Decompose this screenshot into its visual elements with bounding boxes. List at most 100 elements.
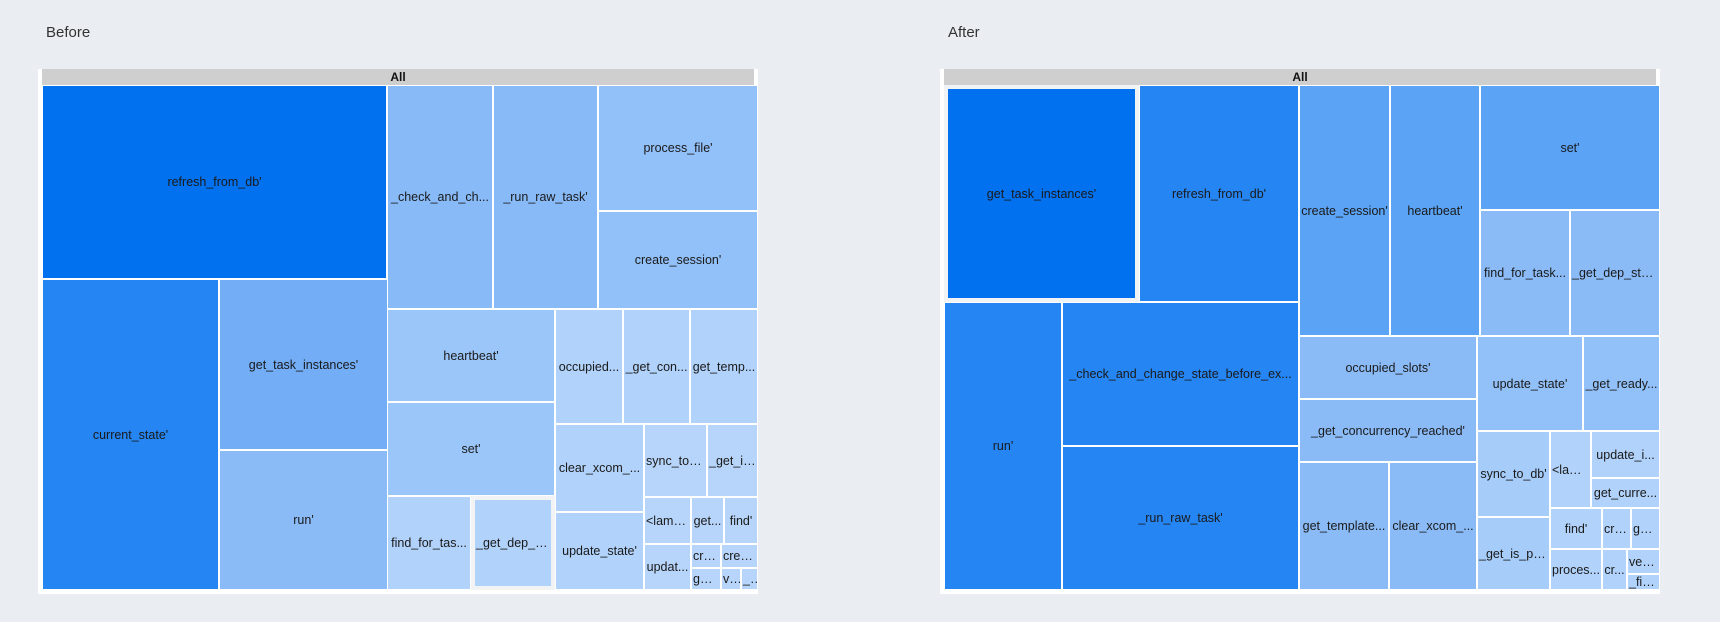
treemap-cell-sync-to-db[interactable]: sync_to_db' xyxy=(1477,431,1550,517)
treemap-cell-find-for-task[interactable]: find_for_task... xyxy=(1480,210,1570,336)
treemap-cell-update-state[interactable]: update_state' xyxy=(555,512,644,590)
treemap-cell-label: _get_ready... xyxy=(1585,376,1658,391)
treemap-cell-label: ve... xyxy=(723,572,740,586)
treemap-cell-label: veri... xyxy=(1629,554,1659,569)
treemap-cell-label: current_state' xyxy=(92,427,169,442)
treemap-cell-label: set' xyxy=(461,442,481,456)
treemap-cell-get-con[interactable]: _get_con... xyxy=(623,309,690,424)
after-treemap: All get_task_instances' refresh_from_db'r… xyxy=(944,69,1660,590)
treemap-cell-check-and-change-state-before-ex[interactable]: _check_and_change_state_before_ex... xyxy=(1062,302,1299,446)
treemap-cell-label: _get_dep_st... xyxy=(476,536,551,550)
treemap-cell-run[interactable]: run' xyxy=(219,450,388,590)
treemap-root-header[interactable]: All xyxy=(42,69,754,85)
treemap-cell-sync-to[interactable]: sync_to_... xyxy=(644,424,707,497)
treemap-cell-updat[interactable]: updat... xyxy=(644,544,691,590)
treemap-cell-refresh-from-db[interactable]: refresh_from_db' xyxy=(42,85,387,279)
treemap-cell-label: get_task_instances' xyxy=(986,186,1097,201)
before-title: Before xyxy=(46,24,91,41)
treemap-cell-ve[interactable]: ve... xyxy=(721,568,741,590)
treemap-cell-update-i[interactable]: update_i... xyxy=(1591,431,1660,478)
treemap-cell-label: _check_and_change_state_before_ex... xyxy=(1069,367,1292,381)
treemap-cell-node[interactable]: _... xyxy=(741,568,758,590)
treemap-cell-get-is-pa[interactable]: _get_is_pa... xyxy=(1477,517,1550,590)
treemap-cell-label: _check_and_ch... xyxy=(391,190,489,204)
treemap-cell-label: heartbeat' xyxy=(443,348,499,363)
treemap-cell-label: run' xyxy=(992,439,1014,453)
treemap-cell-label: cre... xyxy=(693,549,720,563)
treemap-cell-cr[interactable]: cr... xyxy=(1602,549,1627,590)
treemap-cell-get-task-instances[interactable]: get_task_instances' xyxy=(944,85,1139,302)
treemap-cell-label: occupied... xyxy=(558,359,620,374)
treemap-cell-label: get_curre... xyxy=(1593,486,1658,500)
treemap-cell-label: update_i... xyxy=(1596,447,1655,462)
treemap-cell-label: find_for_task... xyxy=(1484,266,1566,280)
treemap-cell-clear-xcom[interactable]: clear_xcom_... xyxy=(555,424,644,512)
treemap-cell-lamb[interactable]: <lamb... xyxy=(644,497,691,544)
treemap-cell-veri[interactable]: veri... xyxy=(1627,549,1660,574)
treemap-cell-get-dep-sta[interactable]: _get_dep_sta... xyxy=(1570,210,1660,336)
treemap-cell-label: _get_con... xyxy=(625,359,688,374)
treemap-cell-current-state[interactable]: current_state' xyxy=(42,279,219,590)
treemap-cell-fin[interactable]: _fin... xyxy=(1627,574,1660,590)
treemap-cell-get-temp[interactable]: get_temp... xyxy=(690,309,758,424)
treemap-cell-set[interactable]: set' xyxy=(387,402,555,496)
treemap-cell-get-ready[interactable]: _get_ready... xyxy=(1583,336,1660,431)
treemap-cell-label: update_state' xyxy=(1492,376,1568,391)
treemap-root-header[interactable]: All xyxy=(944,69,1656,85)
treemap-cell-label: set' xyxy=(1560,140,1580,155)
treemap-cell-label: occupied_slots' xyxy=(1345,360,1431,375)
treemap-cell-label: <lamb... xyxy=(646,513,690,528)
treemap-cell-label: _run_raw_task' xyxy=(503,190,588,204)
treemap-cell-refresh-from-db[interactable]: refresh_from_db' xyxy=(1139,85,1299,302)
treemap-cell-get-template[interactable]: get_template... xyxy=(1299,462,1389,590)
treemap-cell-occupied-slots[interactable]: occupied_slots' xyxy=(1299,336,1477,399)
treemap-cell-find-for-tas[interactable]: find_for_tas... xyxy=(387,496,471,590)
treemap-cell-get-is[interactable]: _get_is... xyxy=(707,424,758,497)
treemap-cell-label: get... xyxy=(1633,521,1659,536)
treemap-cell-crea[interactable]: crea... xyxy=(721,544,758,568)
treemap-cell-cre[interactable]: cre... xyxy=(691,544,721,568)
treemap-cell-label: proces... xyxy=(1552,562,1600,577)
treemap-cell-run[interactable]: run' xyxy=(944,302,1062,590)
before-treemap: All refresh_from_db' current_state' get_ta… xyxy=(42,69,758,590)
treemap-cell-label: _run_raw_task' xyxy=(1138,511,1223,525)
treemap-cell-get[interactable]: get... xyxy=(1631,508,1660,549)
treemap-cell-update-state[interactable]: update_state' xyxy=(1477,336,1583,431)
treemap-cell-label: run' xyxy=(293,513,314,527)
treemap-cell-get-task-instances[interactable]: get_task_instances' xyxy=(219,279,388,450)
treemap-cell-proces[interactable]: proces... xyxy=(1550,549,1602,590)
treemap-cell-label: get_task_instances' xyxy=(248,357,359,372)
treemap-cell-check-and-ch[interactable]: _check_and_ch... xyxy=(387,85,493,309)
treemap-cell-label: refresh_from_db' xyxy=(1171,186,1267,201)
treemap-cell-occupied[interactable]: occupied... xyxy=(555,309,623,424)
treemap-cell-label: _get_dep_sta... xyxy=(1572,266,1659,280)
treemap-cell-cre[interactable]: cre... xyxy=(1602,508,1631,549)
treemap-cell-create-session[interactable]: create_session' xyxy=(1299,85,1390,336)
treemap-cell-get-concurrency-reached[interactable]: _get_concurrency_reached' xyxy=(1299,399,1477,462)
treemap-cell-label: update_state' xyxy=(562,544,637,558)
treemap-cell-find[interactable]: find' xyxy=(1550,508,1602,549)
treemap-cell-label: create_session' xyxy=(634,253,722,267)
treemap-cell-label: clear_xcom_... xyxy=(1392,519,1474,533)
treemap-cell-get-dep-st[interactable]: _get_dep_st... xyxy=(471,496,555,590)
treemap-cell-label: get... xyxy=(693,513,722,528)
treemap-cell-get[interactable]: get... xyxy=(691,497,724,544)
treemap-cell-label: find_for_tas... xyxy=(391,536,467,550)
treemap-cell-get-curre[interactable]: get_curre... xyxy=(1591,478,1660,508)
treemap-cell-heartbeat[interactable]: heartbeat' xyxy=(1390,85,1480,336)
treemap-cell-get[interactable]: get... xyxy=(691,568,721,590)
treemap-cell-label: <lam... xyxy=(1552,462,1590,477)
treemap-cell-run-raw-task[interactable]: _run_raw_task' xyxy=(493,85,598,309)
treemap-cell-clear-xcom[interactable]: clear_xcom_... xyxy=(1389,462,1477,590)
treemap-cell-set[interactable]: set' xyxy=(1480,85,1660,210)
treemap-cell-heartbeat[interactable]: heartbeat' xyxy=(387,309,555,402)
treemap-cell-find[interactable]: find' xyxy=(724,497,758,544)
treemap-cell-process-file[interactable]: process_file' xyxy=(598,85,758,211)
treemap-cell-lam[interactable]: <lam... xyxy=(1550,431,1591,508)
treemap-cell-label: cr... xyxy=(1604,562,1625,577)
treemap-cell-label: _get_is... xyxy=(709,453,757,468)
treemap-cell-run-raw-task[interactable]: _run_raw_task' xyxy=(1062,446,1299,590)
treemap-cell-create-session[interactable]: create_session' xyxy=(598,211,758,309)
treemap-cell-label: cre... xyxy=(1604,521,1630,536)
treemap-cell-label: crea... xyxy=(723,549,757,563)
